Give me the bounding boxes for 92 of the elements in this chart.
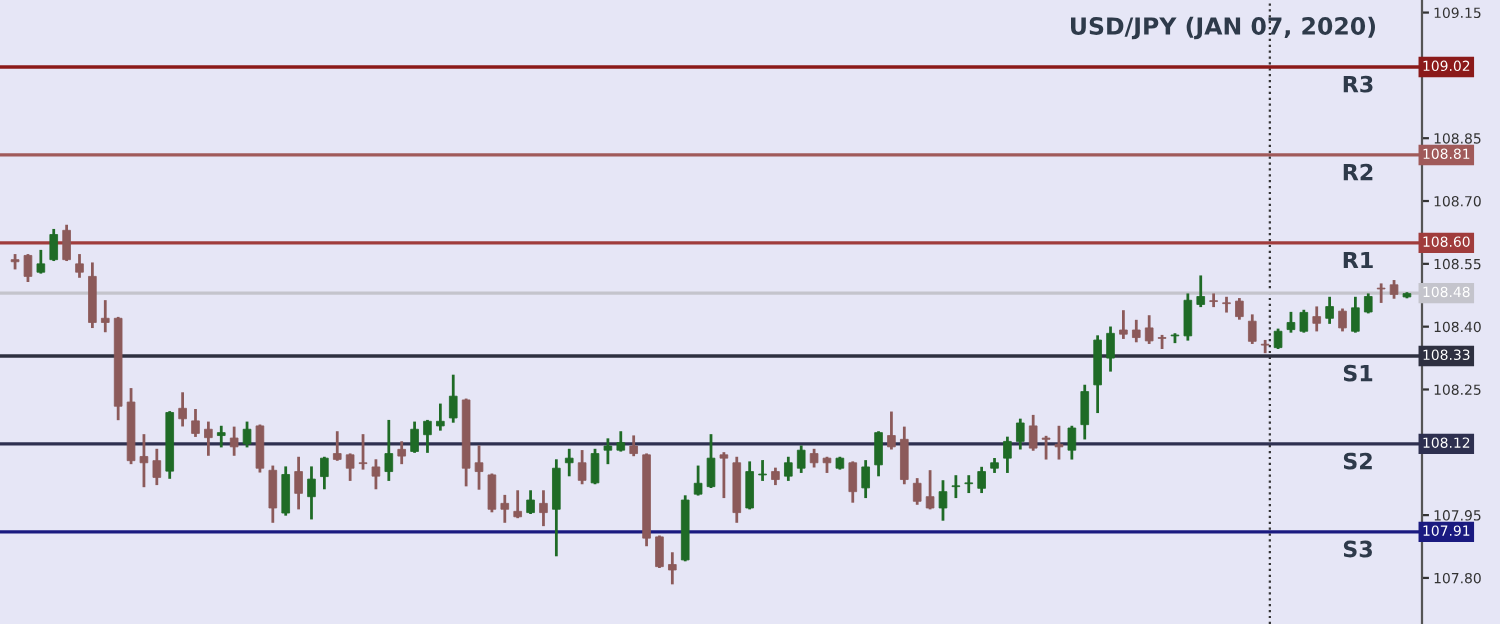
candlestick bbox=[36, 249, 46, 274]
candlestick bbox=[281, 466, 290, 516]
candlestick bbox=[88, 262, 97, 329]
candlestick bbox=[320, 456, 329, 490]
candlestick bbox=[1325, 296, 1334, 324]
candlestick bbox=[1119, 310, 1128, 339]
candlestick bbox=[397, 441, 406, 465]
candlestick bbox=[75, 254, 84, 278]
candlestick bbox=[216, 425, 226, 448]
candlestick bbox=[1351, 296, 1360, 333]
candlestick bbox=[1376, 283, 1386, 303]
candlestick bbox=[1132, 319, 1141, 343]
candlestick bbox=[668, 552, 677, 585]
candlestick bbox=[655, 535, 664, 569]
candlestick bbox=[62, 224, 71, 262]
candlestick bbox=[1093, 335, 1102, 414]
text: USD/JPY (JAN 07, 2020) bbox=[1071, 16, 1375, 40]
candlestick bbox=[1028, 414, 1038, 451]
candlestick bbox=[848, 461, 858, 503]
candlestick bbox=[229, 426, 239, 456]
annotation: S3 bbox=[1343, 540, 1372, 558]
candlestick bbox=[1080, 384, 1090, 440]
candlestick bbox=[938, 480, 948, 521]
candlestick bbox=[1183, 293, 1193, 341]
candlestick bbox=[1016, 418, 1025, 450]
candlestick bbox=[745, 461, 754, 510]
candlestick bbox=[474, 445, 484, 490]
candlestick bbox=[552, 459, 561, 557]
candlestick bbox=[423, 419, 432, 453]
candlestick bbox=[307, 466, 316, 520]
candlestick bbox=[191, 409, 200, 437]
annotation: R2 bbox=[1343, 163, 1373, 181]
candlestick bbox=[1144, 315, 1154, 344]
candlestick bbox=[951, 475, 961, 499]
candlestick bbox=[564, 448, 574, 477]
candlestick bbox=[719, 452, 729, 499]
candlestick bbox=[977, 466, 986, 494]
candlestick bbox=[925, 470, 935, 510]
candlestick bbox=[358, 434, 368, 470]
candlestick bbox=[1106, 326, 1115, 372]
candlestick bbox=[255, 424, 265, 473]
candlestick bbox=[384, 419, 394, 481]
candlestick bbox=[1003, 436, 1012, 473]
candlestick bbox=[410, 421, 419, 453]
candlestick bbox=[100, 300, 110, 333]
candlestick bbox=[345, 453, 355, 481]
candlestick bbox=[500, 494, 510, 523]
candlestick bbox=[629, 435, 638, 457]
candlestick bbox=[1312, 306, 1322, 332]
candlestick bbox=[912, 478, 922, 505]
candlestick bbox=[448, 374, 458, 423]
annotation: S2 bbox=[1343, 452, 1372, 470]
candlestick bbox=[758, 460, 767, 481]
candlestick bbox=[1286, 311, 1296, 333]
candlestick bbox=[294, 456, 303, 510]
candlestick bbox=[204, 421, 213, 456]
candlestick bbox=[526, 490, 535, 514]
candlestick bbox=[268, 465, 278, 523]
candlestick bbox=[1260, 339, 1270, 354]
candlestick bbox=[1196, 275, 1206, 308]
candlestick bbox=[1248, 314, 1257, 344]
candlestick bbox=[436, 403, 445, 431]
candlestick bbox=[874, 431, 883, 477]
candlestick bbox=[900, 426, 909, 485]
candlestick bbox=[796, 445, 806, 473]
candlestick bbox=[887, 411, 896, 450]
annotation: R1 bbox=[1343, 251, 1373, 269]
candlestick bbox=[590, 448, 600, 485]
candlestick bbox=[1338, 308, 1347, 332]
candlestick bbox=[332, 431, 342, 461]
candlestick bbox=[371, 459, 381, 490]
candlestick bbox=[539, 490, 548, 527]
candlestick bbox=[487, 473, 497, 513]
candlestick bbox=[1067, 425, 1077, 460]
annotation: S1 bbox=[1343, 364, 1373, 382]
candlestick bbox=[1222, 296, 1231, 313]
candlestick bbox=[152, 448, 162, 486]
candlestick bbox=[1041, 435, 1051, 460]
candlestick bbox=[242, 421, 252, 448]
candlestick bbox=[1209, 293, 1218, 308]
candlestick bbox=[861, 460, 870, 499]
annotation: R3 bbox=[1343, 75, 1373, 93]
candlestick bbox=[964, 475, 974, 494]
candlestick bbox=[1054, 425, 1064, 460]
candlestick bbox=[577, 450, 587, 485]
candlestick bbox=[1299, 309, 1309, 333]
candlestick bbox=[513, 490, 522, 519]
candlestick bbox=[603, 438, 613, 465]
candlestick bbox=[784, 456, 793, 481]
candlestick bbox=[49, 228, 59, 262]
candlestick bbox=[178, 392, 187, 427]
candlestick bbox=[1235, 298, 1244, 320]
